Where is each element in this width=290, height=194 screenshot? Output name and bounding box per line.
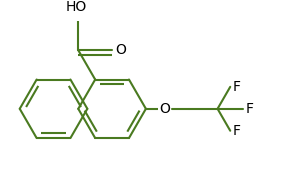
Text: F: F <box>233 124 241 138</box>
Text: F: F <box>233 80 241 94</box>
Text: O: O <box>115 43 126 57</box>
Text: O: O <box>159 102 170 116</box>
Text: F: F <box>246 102 253 116</box>
Text: HO: HO <box>66 0 87 14</box>
